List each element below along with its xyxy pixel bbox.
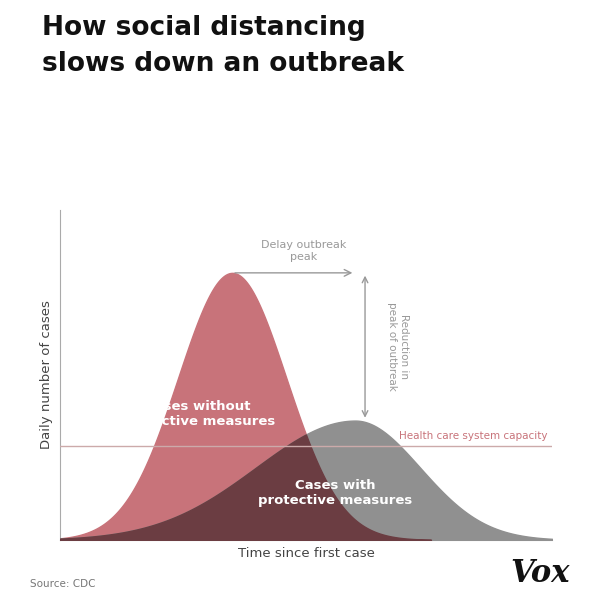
- Text: slows down an outbreak: slows down an outbreak: [42, 51, 404, 77]
- Text: How social distancing: How social distancing: [42, 15, 366, 41]
- Text: Reduction in
peak of outbreak: Reduction in peak of outbreak: [387, 302, 409, 391]
- Text: Vox: Vox: [511, 558, 570, 589]
- Text: Delay outbreak
peak: Delay outbreak peak: [261, 240, 346, 262]
- Y-axis label: Daily number of cases: Daily number of cases: [40, 301, 53, 449]
- Text: Cases with
protective measures: Cases with protective measures: [259, 479, 413, 507]
- Text: Cases without
protective measures: Cases without protective measures: [121, 400, 275, 428]
- Text: Source: CDC: Source: CDC: [30, 579, 95, 589]
- Text: Health care system capacity: Health care system capacity: [398, 431, 547, 441]
- X-axis label: Time since first case: Time since first case: [238, 547, 374, 560]
